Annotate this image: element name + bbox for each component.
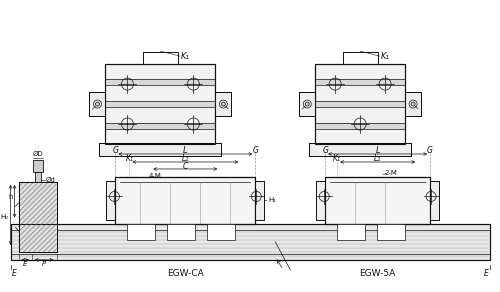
Text: E: E — [23, 261, 28, 267]
Bar — [337, 224, 365, 240]
Bar — [315, 64, 405, 144]
Text: E: E — [484, 269, 488, 278]
Text: K₁: K₁ — [380, 52, 390, 61]
Bar — [316, 181, 325, 220]
Circle shape — [222, 102, 226, 106]
Bar — [315, 64, 405, 144]
Bar — [316, 181, 325, 220]
Bar — [315, 79, 405, 85]
Bar — [90, 92, 106, 116]
Text: K₁: K₁ — [333, 154, 341, 164]
Bar — [106, 64, 216, 144]
Bar — [342, 52, 378, 64]
Text: 2-M: 2-M — [384, 170, 397, 176]
Text: L: L — [183, 147, 188, 156]
Text: G: G — [322, 147, 328, 156]
Bar — [106, 101, 216, 107]
Bar — [106, 64, 216, 144]
Bar — [216, 92, 232, 116]
Text: G: G — [252, 147, 258, 156]
Bar — [377, 224, 405, 240]
Bar — [100, 143, 222, 156]
Bar — [430, 181, 439, 220]
Text: C: C — [182, 162, 188, 171]
Bar — [405, 92, 421, 116]
Text: EGW-5A: EGW-5A — [360, 269, 396, 278]
Bar — [106, 79, 216, 85]
Bar — [106, 181, 116, 220]
Circle shape — [305, 102, 309, 106]
Bar — [315, 101, 405, 107]
Bar — [116, 177, 256, 224]
Bar — [116, 177, 256, 224]
Bar — [32, 160, 42, 172]
Bar — [90, 92, 106, 116]
Bar — [256, 181, 264, 220]
Text: G: G — [112, 147, 118, 156]
Bar — [208, 224, 236, 240]
Bar — [216, 92, 232, 116]
Text: EGW-CA: EGW-CA — [167, 269, 203, 278]
Bar — [10, 224, 490, 260]
Bar — [315, 124, 405, 129]
Bar — [106, 181, 116, 220]
Text: L₁: L₁ — [374, 154, 382, 164]
Bar — [256, 181, 264, 220]
Bar — [18, 182, 57, 252]
Text: 4-M: 4-M — [149, 173, 162, 179]
Bar — [143, 52, 178, 64]
Text: L₁: L₁ — [182, 154, 189, 164]
Bar — [309, 143, 411, 156]
Text: E: E — [12, 269, 17, 278]
Text: P: P — [42, 261, 46, 267]
Bar — [325, 177, 430, 224]
Bar — [168, 224, 196, 240]
Bar — [10, 224, 490, 260]
Text: L: L — [376, 147, 380, 156]
Bar — [299, 92, 315, 116]
Bar — [309, 143, 411, 156]
Bar — [106, 124, 216, 129]
Text: Ød: Ød — [46, 177, 56, 183]
Bar — [18, 182, 57, 252]
Bar — [299, 92, 315, 116]
Text: H₀: H₀ — [0, 214, 8, 220]
Text: ØD: ØD — [32, 151, 43, 157]
Text: G: G — [427, 147, 433, 156]
Bar — [100, 143, 222, 156]
Text: H₁: H₁ — [268, 197, 276, 204]
Text: K₁: K₁ — [181, 52, 190, 61]
Text: h: h — [8, 194, 12, 200]
Bar — [34, 172, 40, 182]
Bar — [430, 181, 439, 220]
Circle shape — [411, 102, 415, 106]
Bar — [128, 224, 156, 240]
Bar — [325, 177, 430, 224]
Bar — [405, 92, 421, 116]
Circle shape — [96, 102, 100, 106]
Text: K₁: K₁ — [126, 154, 134, 164]
